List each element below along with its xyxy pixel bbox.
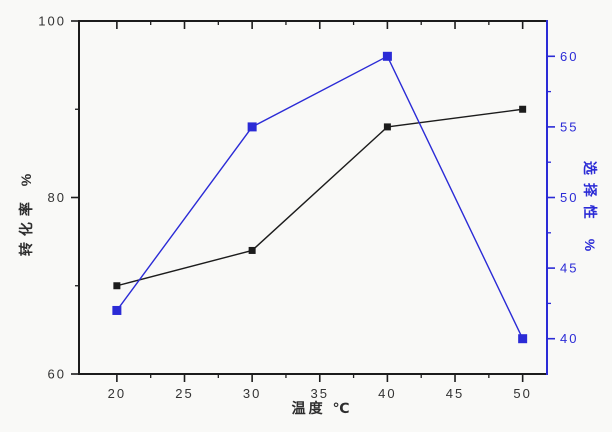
left-tick-label: 60 (48, 367, 66, 382)
x-tick-label: 25 (175, 386, 193, 401)
x-tick-label: 20 (108, 386, 126, 401)
series-conversion (113, 105, 527, 290)
conversion-marker (519, 105, 527, 113)
selectivity-line (116, 55, 524, 340)
x-tick-label: 30 (243, 386, 261, 401)
left-tick-label: 80 (48, 190, 66, 205)
left-axis-title: 转化率 % (18, 167, 34, 257)
right-tick-label: 50 (560, 190, 578, 205)
axes (78, 20, 548, 375)
tick-marks: 20 25 30 35 40 45 50 60 80 100 40 45 50 55 60 (38, 14, 578, 402)
selectivity-marker (247, 122, 257, 132)
x-tick-label: 35 (311, 386, 329, 401)
selectivity-marker (112, 305, 122, 315)
right-tick-label: 45 (560, 261, 578, 276)
x-tick-label: 50 (513, 386, 531, 401)
conversion-line (116, 108, 523, 287)
right-tick-label: 55 (560, 119, 578, 134)
x-tick-label: 40 (378, 386, 396, 401)
selectivity-marker (382, 51, 392, 61)
right-tick-label: 40 (560, 331, 578, 346)
conversion-marker (248, 246, 256, 254)
left-tick-label: 100 (38, 14, 66, 29)
conversion-marker (383, 123, 391, 131)
x-tick-label: 45 (446, 386, 464, 401)
x-axis-title: 温度 ℃ (291, 400, 353, 416)
series-selectivity (112, 51, 528, 344)
right-tick-label: 60 (560, 49, 578, 64)
selectivity-marker (518, 334, 528, 344)
conversion-marker (113, 282, 121, 290)
right-axis-title: 选择性 % (582, 160, 598, 260)
